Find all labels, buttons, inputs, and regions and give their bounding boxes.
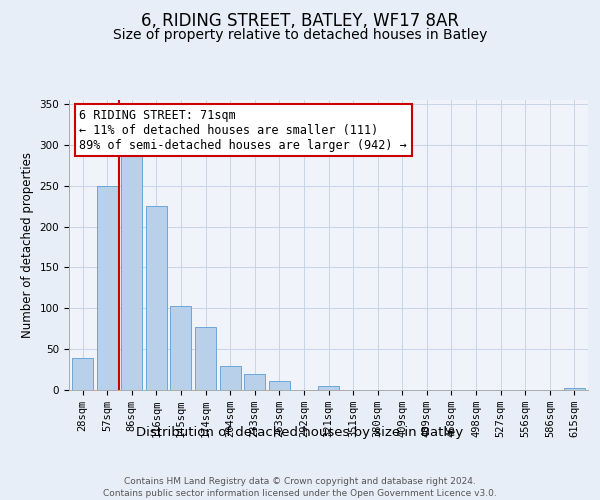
Text: Distribution of detached houses by size in Batley: Distribution of detached houses by size …: [136, 426, 464, 439]
Bar: [220, 366, 241, 390]
Bar: [318, 386, 339, 390]
Text: 6 RIDING STREET: 71sqm
← 11% of detached houses are smaller (111)
89% of semi-de: 6 RIDING STREET: 71sqm ← 11% of detached…: [79, 108, 407, 152]
Bar: [269, 381, 290, 390]
Bar: [244, 374, 265, 390]
Bar: [170, 306, 191, 390]
Bar: [564, 388, 585, 390]
Bar: [72, 358, 93, 390]
Bar: [195, 327, 216, 390]
Text: Contains HM Land Registry data © Crown copyright and database right 2024.
Contai: Contains HM Land Registry data © Crown c…: [103, 476, 497, 498]
Bar: [121, 152, 142, 390]
Y-axis label: Number of detached properties: Number of detached properties: [21, 152, 34, 338]
Bar: [97, 186, 118, 390]
Text: 6, RIDING STREET, BATLEY, WF17 8AR: 6, RIDING STREET, BATLEY, WF17 8AR: [141, 12, 459, 30]
Bar: [146, 206, 167, 390]
Text: Size of property relative to detached houses in Batley: Size of property relative to detached ho…: [113, 28, 487, 42]
